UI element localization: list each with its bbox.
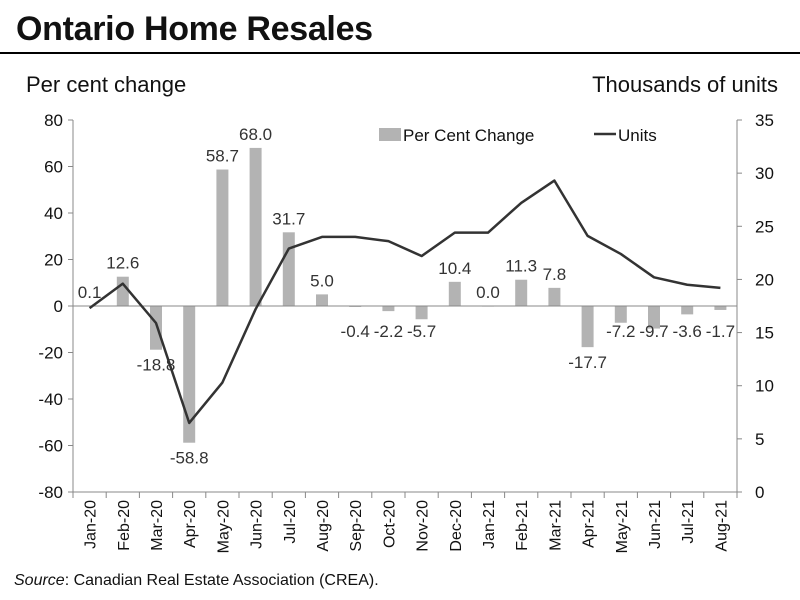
x-tick-label: Mar-20 xyxy=(149,500,166,551)
bar xyxy=(515,279,528,306)
bar-data-label: -17.7 xyxy=(568,353,607,372)
source-note: Source: Canadian Real Estate Association… xyxy=(14,572,379,590)
left-tick-label: 20 xyxy=(44,251,63,270)
right-tick-label: 35 xyxy=(755,111,774,130)
x-tick-label: Mar-21 xyxy=(547,500,564,551)
right-tick-label: 25 xyxy=(755,217,774,236)
bar xyxy=(415,306,428,320)
x-tick-label: Jan-20 xyxy=(83,500,100,549)
bar xyxy=(282,232,295,306)
bar xyxy=(183,306,196,443)
right-tick-label: 5 xyxy=(755,430,764,449)
left-tick-label: -60 xyxy=(38,437,63,456)
bar-data-label: -1.7 xyxy=(706,322,735,341)
bar xyxy=(316,294,328,306)
left-axis-title: Per cent change xyxy=(26,72,187,97)
bar-data-label: -9.7 xyxy=(639,322,668,341)
bar-data-label: -2.2 xyxy=(374,322,403,341)
left-tick-label: 40 xyxy=(44,204,63,223)
x-tick-label: Jul-21 xyxy=(680,500,697,544)
bar xyxy=(249,147,262,306)
right-tick-label: 30 xyxy=(755,164,774,183)
x-tick-label: Jan-21 xyxy=(481,500,498,549)
x-tick-label: Feb-21 xyxy=(514,500,531,551)
x-tick-label: Apr-21 xyxy=(581,500,598,548)
bar-data-label: 12.6 xyxy=(106,254,139,273)
x-tick-label: Jun-20 xyxy=(249,500,266,549)
bar xyxy=(382,306,395,312)
x-tick-label: Aug-20 xyxy=(315,500,332,552)
left-tick-label: -80 xyxy=(38,483,63,502)
bar-data-label: -5.7 xyxy=(407,322,436,341)
bar-data-label: -0.4 xyxy=(341,322,370,341)
right-tick-label: 0 xyxy=(755,483,764,502)
x-tick-label: Dec-20 xyxy=(448,500,465,552)
source-text: : Canadian Real Estate Association (CREA… xyxy=(64,572,379,589)
bar-data-label: 31.7 xyxy=(272,209,305,228)
bar-data-label: 68.0 xyxy=(239,125,272,144)
left-tick-label: 80 xyxy=(44,111,63,130)
left-tick-label: -40 xyxy=(38,390,63,409)
source-label: Source xyxy=(14,572,65,589)
x-tick-label: May-21 xyxy=(614,500,631,553)
x-tick-label: Apr-20 xyxy=(182,500,199,548)
right-tick-label: 10 xyxy=(755,377,774,396)
left-tick-label: 60 xyxy=(44,158,63,177)
right-tick-label: 15 xyxy=(755,324,774,343)
bar-data-label: 7.8 xyxy=(543,265,567,284)
bar-data-label: -7.2 xyxy=(606,322,635,341)
x-tick-label: Oct-20 xyxy=(381,500,398,548)
bar xyxy=(116,276,129,306)
x-tick-label: Sep-20 xyxy=(348,500,365,552)
x-tick-label: Jul-20 xyxy=(282,500,299,544)
x-tick-label: Jun-21 xyxy=(647,500,664,549)
bar-data-label: 11.3 xyxy=(505,257,537,276)
bar xyxy=(448,281,461,306)
bar-data-label: 5.0 xyxy=(310,271,334,290)
units-line xyxy=(88,179,721,425)
right-tick-label: 20 xyxy=(755,270,774,289)
bar xyxy=(216,169,229,306)
x-tick-label: Nov-20 xyxy=(415,500,432,552)
page-title: Ontario Home Resales xyxy=(16,10,373,48)
bar-data-label: -58.8 xyxy=(170,449,209,468)
legend-bar-swatch xyxy=(379,128,401,141)
bar xyxy=(681,306,694,315)
bar xyxy=(548,287,561,306)
left-tick-label: 0 xyxy=(54,297,63,316)
bar-data-label: -18.8 xyxy=(137,356,176,375)
bar-data-label: 10.4 xyxy=(438,259,471,278)
bar-data-label: 58.7 xyxy=(206,147,239,166)
bar xyxy=(150,306,162,350)
bar xyxy=(581,306,594,348)
right-axis-title: Thousands of units xyxy=(592,72,778,97)
x-tick-label: Aug-21 xyxy=(713,500,730,552)
bar-data-label: -3.6 xyxy=(673,322,702,341)
bar xyxy=(714,306,727,310)
bar xyxy=(614,306,627,323)
left-tick-label: -20 xyxy=(38,344,63,363)
legend-bar-label: Per Cent Change xyxy=(403,126,534,145)
bar-data-label: 0.0 xyxy=(476,283,500,302)
legend-line-label: Units xyxy=(618,126,657,145)
bar xyxy=(648,306,660,329)
title-divider xyxy=(0,52,800,54)
x-tick-label: May-20 xyxy=(215,500,232,553)
bar-data-label: 0.1 xyxy=(78,283,102,302)
x-tick-label: Feb-20 xyxy=(116,500,133,551)
